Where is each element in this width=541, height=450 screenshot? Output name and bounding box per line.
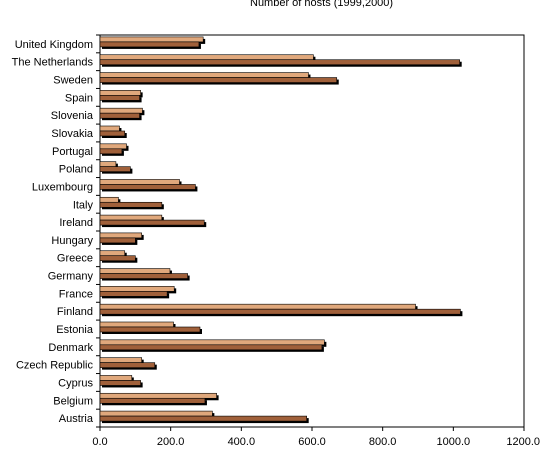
bar-series-1	[99, 214, 163, 221]
bar-series-1	[99, 303, 416, 310]
category-label: Denmark	[48, 342, 93, 354]
bar-series-1	[99, 179, 180, 185]
bar-series-1	[99, 250, 126, 257]
bar-series-2	[99, 237, 136, 244]
bar-series-1	[99, 125, 120, 132]
bar-series-2	[99, 219, 205, 226]
bar-series-1	[99, 72, 309, 78]
bar-series-2	[99, 166, 131, 172]
x-axis-ticks: 0.0 200.0 400.0 600.0 800.0 1000.0 1200.0	[92, 427, 540, 448]
bar-series-2	[99, 308, 461, 315]
bar-series-2	[99, 77, 338, 83]
category-label: Sweden	[53, 75, 93, 87]
category-label: Cyprus	[58, 377, 93, 389]
category-label: Slovenia	[51, 110, 94, 122]
x-tick-label: 600.0	[298, 436, 326, 448]
bar-series-1	[99, 339, 325, 346]
category-label: United Kingdom	[15, 39, 93, 51]
bar-series-1	[99, 392, 217, 399]
bar-series-1	[99, 90, 141, 96]
category-label: Spain	[65, 92, 93, 104]
bar-series-2	[99, 255, 136, 262]
category-labels: United Kingdom The Netherlands Sweden Spain…	[12, 34, 100, 428]
bar-series-2	[99, 112, 140, 119]
bar-series-2	[99, 380, 141, 386]
bars-group	[99, 36, 463, 424]
category-label: Slovakia	[51, 128, 93, 140]
bar-series-1	[99, 107, 143, 114]
bar-series-2	[99, 130, 126, 137]
bar-series-2	[99, 326, 201, 333]
bar-series-2	[99, 291, 168, 297]
bar-series-1	[99, 268, 171, 274]
category-label: Finland	[57, 306, 93, 318]
bar-series-2	[99, 95, 140, 101]
x-tick-label: 1200.0	[506, 436, 540, 448]
bar-series-2	[99, 415, 307, 422]
bar-series-1	[99, 321, 174, 328]
chart-title: Number of hosts (1999,2000)	[250, 0, 394, 9]
bar-series-1	[99, 36, 204, 43]
category-label: The Netherlands	[12, 57, 94, 69]
bar-series-1	[99, 410, 213, 417]
x-tick-label: 1000.0	[437, 436, 471, 448]
bar-series-2	[99, 344, 323, 351]
category-label: Luxembourg	[32, 181, 93, 193]
category-label: Estonia	[56, 324, 94, 336]
bar-series-1	[99, 54, 314, 61]
bar-series-2	[99, 184, 196, 190]
bar-series-2	[99, 148, 123, 155]
bar-series-1	[99, 286, 175, 292]
category-label: Greece	[57, 253, 93, 265]
bar-series-2	[99, 201, 163, 208]
category-label: Ireland	[59, 217, 93, 229]
bar-series-1	[99, 357, 142, 363]
category-label: Austria	[59, 413, 94, 425]
bar-series-1	[99, 196, 119, 203]
plot-area	[99, 34, 525, 428]
x-tick-label: 200.0	[157, 436, 185, 448]
bar-series-1	[99, 143, 127, 150]
category-label: France	[59, 288, 93, 300]
bar-series-1	[99, 232, 142, 239]
category-label: Poland	[59, 164, 93, 176]
x-tick-label: 800.0	[369, 436, 397, 448]
category-label: Belgium	[53, 395, 93, 407]
bar-series-2	[99, 397, 206, 404]
x-tick-label: 0.0	[92, 436, 107, 448]
bar-series-1	[99, 161, 117, 167]
bar-series-1	[99, 375, 133, 381]
bar-series-2	[99, 273, 188, 279]
category-label: Czech Republic	[16, 360, 94, 372]
bar-series-2	[99, 362, 156, 368]
bar-series-2	[99, 41, 200, 48]
category-label: Hungary	[51, 235, 93, 247]
category-label: Italy	[73, 199, 94, 211]
category-label: Portugal	[52, 146, 93, 158]
x-tick-label: 400.0	[228, 436, 256, 448]
bar-series-2	[99, 59, 460, 66]
category-label: Germany	[48, 271, 94, 283]
